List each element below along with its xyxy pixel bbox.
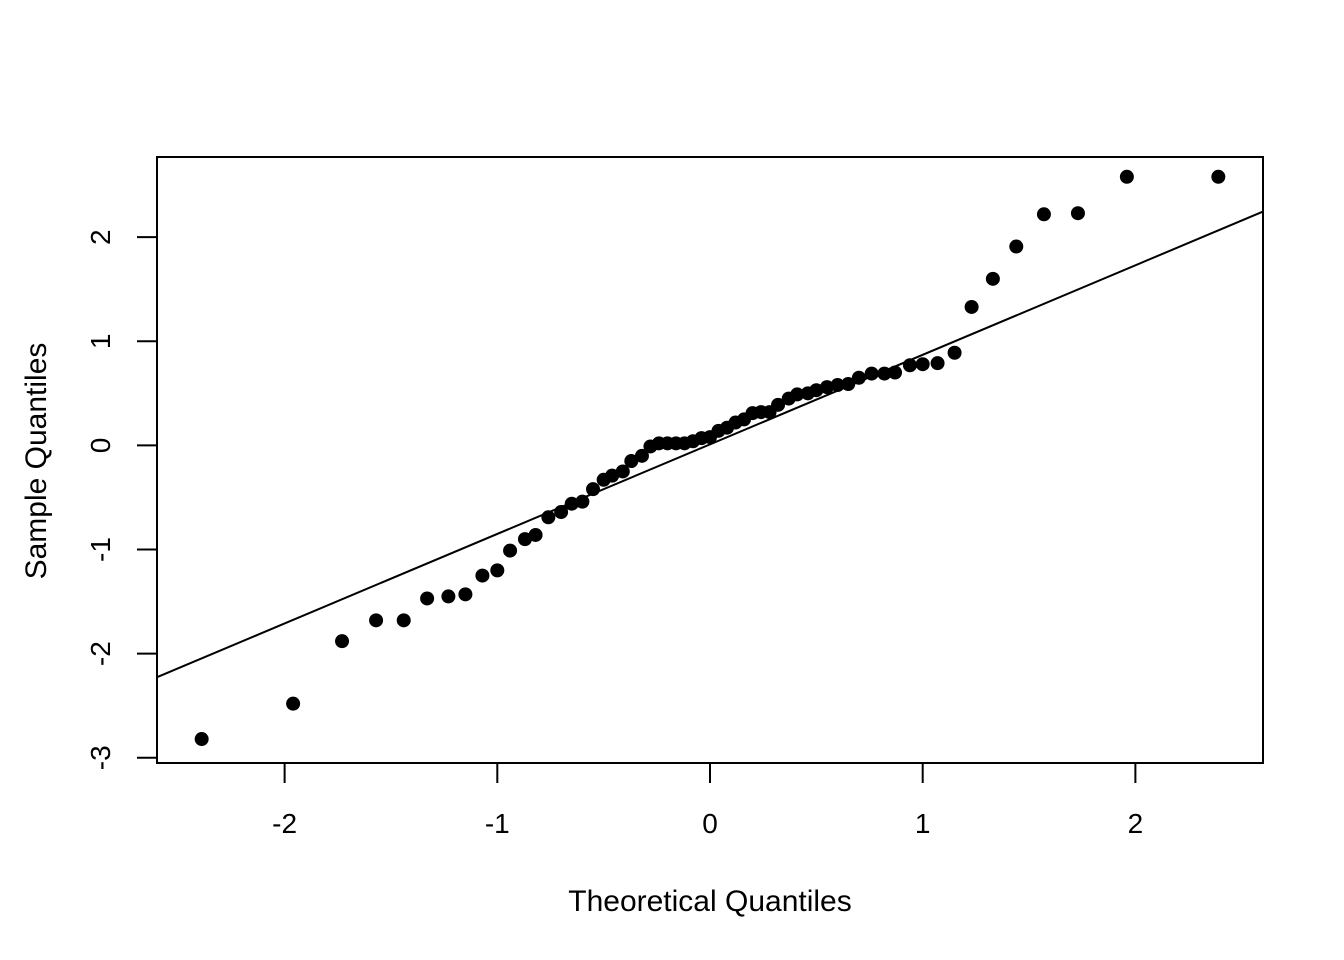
data-point — [1119, 169, 1134, 184]
reference-line — [156, 210, 1264, 679]
data-point — [930, 356, 945, 371]
x-tick-label: 2 — [1128, 808, 1144, 839]
data-point — [490, 563, 505, 578]
data-point — [830, 378, 845, 393]
data-point — [851, 370, 866, 385]
data-point — [335, 634, 350, 649]
data-point — [864, 366, 879, 381]
data-point — [517, 532, 532, 547]
data-point — [1070, 206, 1085, 221]
y-tick-label: -3 — [85, 745, 116, 770]
data-point — [624, 454, 639, 469]
data-point — [475, 568, 490, 583]
data-point — [1009, 239, 1024, 254]
data-point — [528, 527, 543, 542]
data-point — [615, 464, 630, 479]
plot-marks: -2 -1 0 1 2 -3 -2 -1 0 1 2 — [85, 156, 1264, 839]
data-point — [586, 482, 601, 497]
data-point — [503, 543, 518, 558]
data-point — [634, 448, 649, 463]
data-point — [605, 468, 620, 483]
data-point — [841, 376, 856, 391]
y-tick-label: -2 — [85, 641, 116, 666]
data-point — [541, 510, 556, 525]
data-point — [790, 387, 805, 402]
data-point — [809, 383, 824, 398]
data-point — [575, 494, 590, 509]
x-tick-label: 1 — [915, 808, 931, 839]
data-point — [1036, 207, 1051, 222]
data-point — [441, 589, 456, 604]
data-point — [396, 613, 411, 628]
data-point — [985, 271, 1000, 286]
data-point — [877, 366, 892, 381]
data-point — [1211, 169, 1226, 184]
data-point — [286, 696, 301, 711]
y-tick-label: -1 — [85, 537, 116, 562]
data-point — [902, 358, 917, 373]
x-axis-label: Theoretical Quantiles — [568, 885, 851, 918]
y-axis-label: Sample Quantiles — [20, 343, 53, 580]
data-point — [369, 613, 384, 628]
data-point — [458, 587, 473, 602]
data-point — [964, 299, 979, 314]
y-tick-label: 1 — [85, 334, 116, 350]
data-point — [554, 505, 569, 520]
x-tick-label: -2 — [272, 808, 297, 839]
x-tick-label: 0 — [702, 808, 718, 839]
data-point — [194, 732, 209, 747]
data-point — [888, 365, 903, 380]
data-point — [947, 345, 962, 360]
data-point — [564, 496, 579, 511]
x-tick-label: -1 — [485, 808, 510, 839]
data-point — [819, 380, 834, 395]
plot-frame — [156, 156, 1264, 764]
y-tick-label: 0 — [85, 438, 116, 454]
data-point — [915, 357, 930, 372]
data-point — [771, 397, 786, 412]
data-point — [420, 591, 435, 606]
y-tick-label: 2 — [85, 229, 116, 245]
